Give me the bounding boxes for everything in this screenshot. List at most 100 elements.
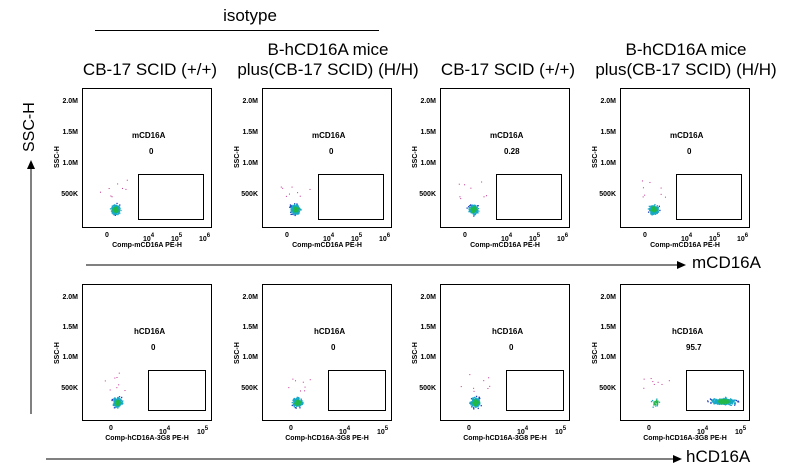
data-point — [299, 404, 301, 406]
x-tick-exponent: 4 — [150, 233, 155, 239]
data-point — [300, 399, 302, 401]
data-point — [653, 403, 655, 405]
data-point — [120, 399, 122, 401]
x-tick-label: 0 — [285, 232, 289, 240]
data-point — [294, 214, 296, 217]
data-point — [469, 209, 471, 211]
data-point — [656, 403, 659, 405]
data-point — [297, 208, 300, 210]
data-point — [289, 204, 292, 206]
data-point — [117, 400, 119, 402]
data-point — [295, 380, 297, 382]
data-point — [115, 208, 118, 210]
data-point — [714, 401, 716, 403]
x-tick-exponent: 4 — [346, 426, 351, 432]
data-point — [116, 205, 118, 208]
data-point — [657, 381, 659, 383]
data-point — [478, 400, 480, 402]
data-point — [722, 398, 724, 400]
x-tick-base: 10 — [377, 429, 385, 436]
y-tick-label: 1.5M — [600, 129, 616, 136]
data-point — [725, 399, 727, 401]
data-point — [112, 208, 115, 210]
y-axis-arrow — [27, 160, 35, 414]
y-tick-label: 1.0M — [420, 354, 436, 362]
data-point — [297, 192, 299, 194]
scatter-points — [641, 180, 666, 216]
data-point — [291, 401, 293, 404]
data-point — [664, 196, 666, 198]
x-axis-label: Comp-mCD16A PE-H — [470, 242, 540, 249]
data-point — [297, 210, 299, 212]
data-point — [115, 406, 117, 408]
data-point — [118, 398, 120, 400]
data-point — [488, 377, 490, 379]
data-point — [734, 399, 737, 401]
data-point — [474, 403, 476, 405]
scatter-points — [100, 179, 128, 216]
x-tick-exponent: 4 — [508, 233, 513, 239]
gate-name: hCD16A — [492, 327, 524, 336]
data-point — [285, 195, 287, 197]
data-point — [295, 404, 297, 406]
data-point — [296, 402, 298, 404]
data-point — [718, 401, 720, 404]
x-tick-base: 10 — [199, 236, 207, 243]
y-tick-label: 500K — [61, 384, 78, 392]
data-point — [656, 205, 658, 207]
column-header-3-line2: CB-17 SCID (+/+) — [440, 60, 576, 79]
gate-rectangle — [138, 174, 204, 220]
gate-name: mCD16A — [132, 131, 166, 140]
data-point — [472, 208, 474, 210]
data-point — [726, 401, 728, 403]
data-point — [289, 206, 292, 209]
data-point — [126, 179, 128, 181]
data-point — [473, 212, 475, 214]
data-point — [118, 206, 121, 208]
y-axis-label: SSC-H — [234, 146, 241, 168]
data-point — [485, 195, 487, 197]
data-point — [656, 211, 659, 214]
data-point — [280, 186, 282, 188]
x-axis-label: Comp-hCD16A-3G8 PE-H — [463, 435, 547, 442]
data-point — [650, 206, 652, 209]
data-point — [649, 209, 651, 211]
data-point — [301, 403, 304, 405]
data-point — [114, 403, 117, 406]
data-point — [470, 205, 472, 207]
x-tick-base: 0 — [289, 425, 293, 432]
data-point — [297, 396, 300, 399]
data-point — [723, 401, 725, 403]
data-point — [659, 209, 661, 212]
data-point — [718, 403, 720, 405]
gate-name: mCD16A — [490, 131, 524, 140]
data-point — [477, 401, 479, 403]
data-point — [653, 207, 655, 209]
data-point — [293, 205, 295, 208]
data-point — [469, 210, 471, 213]
data-point — [112, 211, 114, 213]
data-point — [476, 211, 478, 214]
data-point — [111, 399, 113, 402]
data-point — [653, 212, 655, 214]
flow-plot-r2c4 — [620, 284, 750, 421]
data-point — [118, 401, 120, 403]
data-point — [734, 404, 736, 406]
data-point — [641, 180, 643, 182]
data-point — [114, 214, 116, 216]
data-point — [114, 210, 116, 213]
x-tick-base: 10 — [737, 236, 745, 243]
x-tick-exponent: 5 — [358, 233, 363, 239]
data-point — [650, 210, 652, 213]
data-point — [304, 386, 306, 388]
data-point — [719, 399, 721, 401]
x-tick-label: 105 — [555, 425, 566, 437]
data-point — [474, 399, 476, 402]
data-point — [299, 209, 302, 211]
data-point — [115, 208, 117, 211]
y-tick-label: 2.0M — [242, 98, 258, 105]
x-tick-label: 0 — [647, 425, 651, 433]
x-tick-label: 106 — [379, 232, 390, 244]
x-tick-label: 0 — [643, 232, 647, 240]
data-point — [116, 404, 119, 407]
